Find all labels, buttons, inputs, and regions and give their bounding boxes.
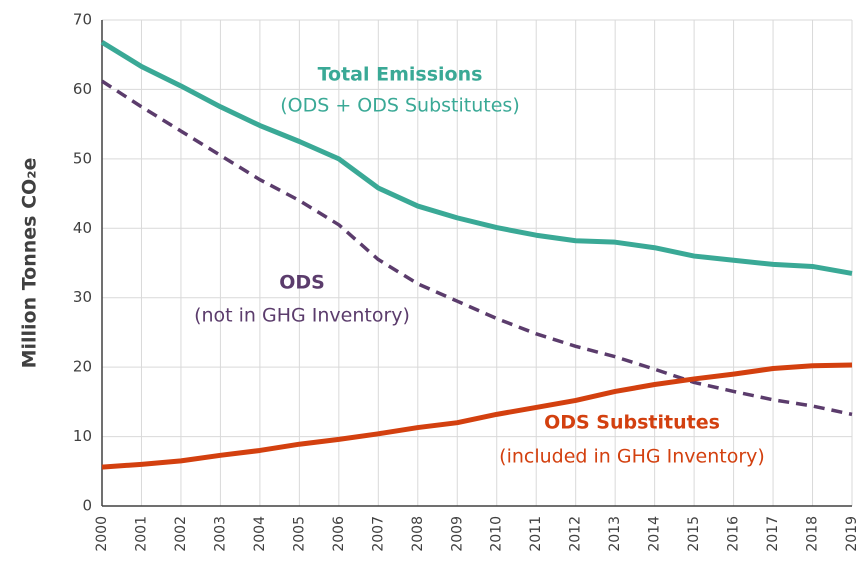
x-tick-label: 2002	[173, 516, 189, 552]
annotation: (included in GHG Inventory)	[499, 446, 765, 468]
x-tick-label: 2009	[449, 516, 465, 552]
y-tick-label: 60	[73, 80, 92, 98]
annotation: (ODS + ODS Substitutes)	[280, 95, 519, 117]
y-tick-label: 10	[73, 427, 92, 445]
x-tick-label: 2012	[568, 516, 584, 552]
line-series	[101, 79, 853, 417]
x-tick-label: 2015	[686, 516, 702, 552]
x-tick-label: 2001	[133, 516, 149, 552]
series-label: ODS Substitutes	[544, 412, 720, 434]
y-axis-label: Million Tonnes CO₂e	[19, 158, 41, 369]
series-label: Total Emissions	[318, 64, 483, 86]
x-tick-label: 2017	[765, 516, 781, 552]
x-tick-label: 2008	[410, 516, 426, 552]
x-tick-label: 2011	[528, 516, 544, 552]
series-label: ODS	[279, 272, 325, 294]
x-tick-label: 2005	[291, 516, 307, 552]
annotation: (not in GHG Inventory)	[194, 305, 410, 327]
y-tick-label: 70	[73, 11, 92, 29]
x-tick-label: 2014	[647, 516, 663, 552]
x-tick-label: 2010	[489, 516, 505, 552]
x-tick-label: 2013	[607, 516, 623, 552]
y-tick-label: 50	[73, 149, 92, 167]
x-tick-label: 2006	[331, 516, 347, 552]
x-tick-label: 2016	[726, 516, 742, 552]
x-tick-label: 2004	[252, 516, 268, 552]
y-tick-label: 40	[73, 219, 92, 237]
y-tick-label: 30	[73, 288, 92, 306]
line-series	[101, 362, 853, 470]
x-tick-label: 2000	[94, 516, 110, 552]
x-tick-label: 2007	[370, 516, 386, 552]
x-tick-label: 2019	[844, 516, 860, 552]
x-tick-label: 2018	[805, 516, 821, 552]
y-tick-label: 0	[82, 497, 92, 515]
y-tick-label: 20	[73, 358, 92, 376]
line-series	[100, 40, 853, 276]
x-tick-label: 2003	[212, 516, 228, 552]
